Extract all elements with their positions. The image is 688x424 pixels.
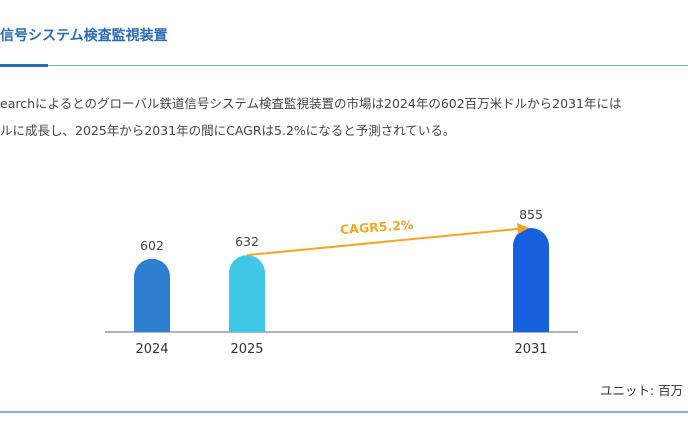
x-tick-2031: 2031 — [514, 342, 547, 357]
cagr-arrow-line — [246, 227, 520, 257]
summary-line-2: ルに成長し、2025年から2031年の間にCAGRは5.2%になると予測されてい… — [0, 123, 456, 138]
bar-2024 — [134, 258, 170, 332]
cagr-label: CAGR5.2% — [340, 217, 415, 237]
x-tick-2024: 2024 — [135, 342, 168, 357]
summary-line-1: earchによるとのグローバル鉄道信号システム検査監視装置の市場は2024年の6… — [0, 96, 622, 111]
summary-paragraph: earchによるとのグローバル鉄道信号システム検査監視装置の市場は2024年の6… — [0, 90, 622, 144]
unit-label: ユニット: 百万 — [600, 383, 684, 398]
title-divider — [0, 65, 688, 66]
cagr-arrowhead — [517, 223, 529, 234]
data-label-2031: 855 — [519, 207, 543, 222]
data-label-2025: 632 — [235, 234, 259, 249]
bottom-divider — [0, 411, 688, 413]
bar-2025 — [229, 255, 265, 332]
section-title: 信号システム検査監視装置 — [0, 28, 168, 44]
x-tick-2025: 2025 — [230, 342, 263, 357]
data-label-2024: 602 — [140, 238, 164, 253]
bar-2031 — [513, 228, 549, 332]
title-divider-accent — [0, 64, 48, 67]
